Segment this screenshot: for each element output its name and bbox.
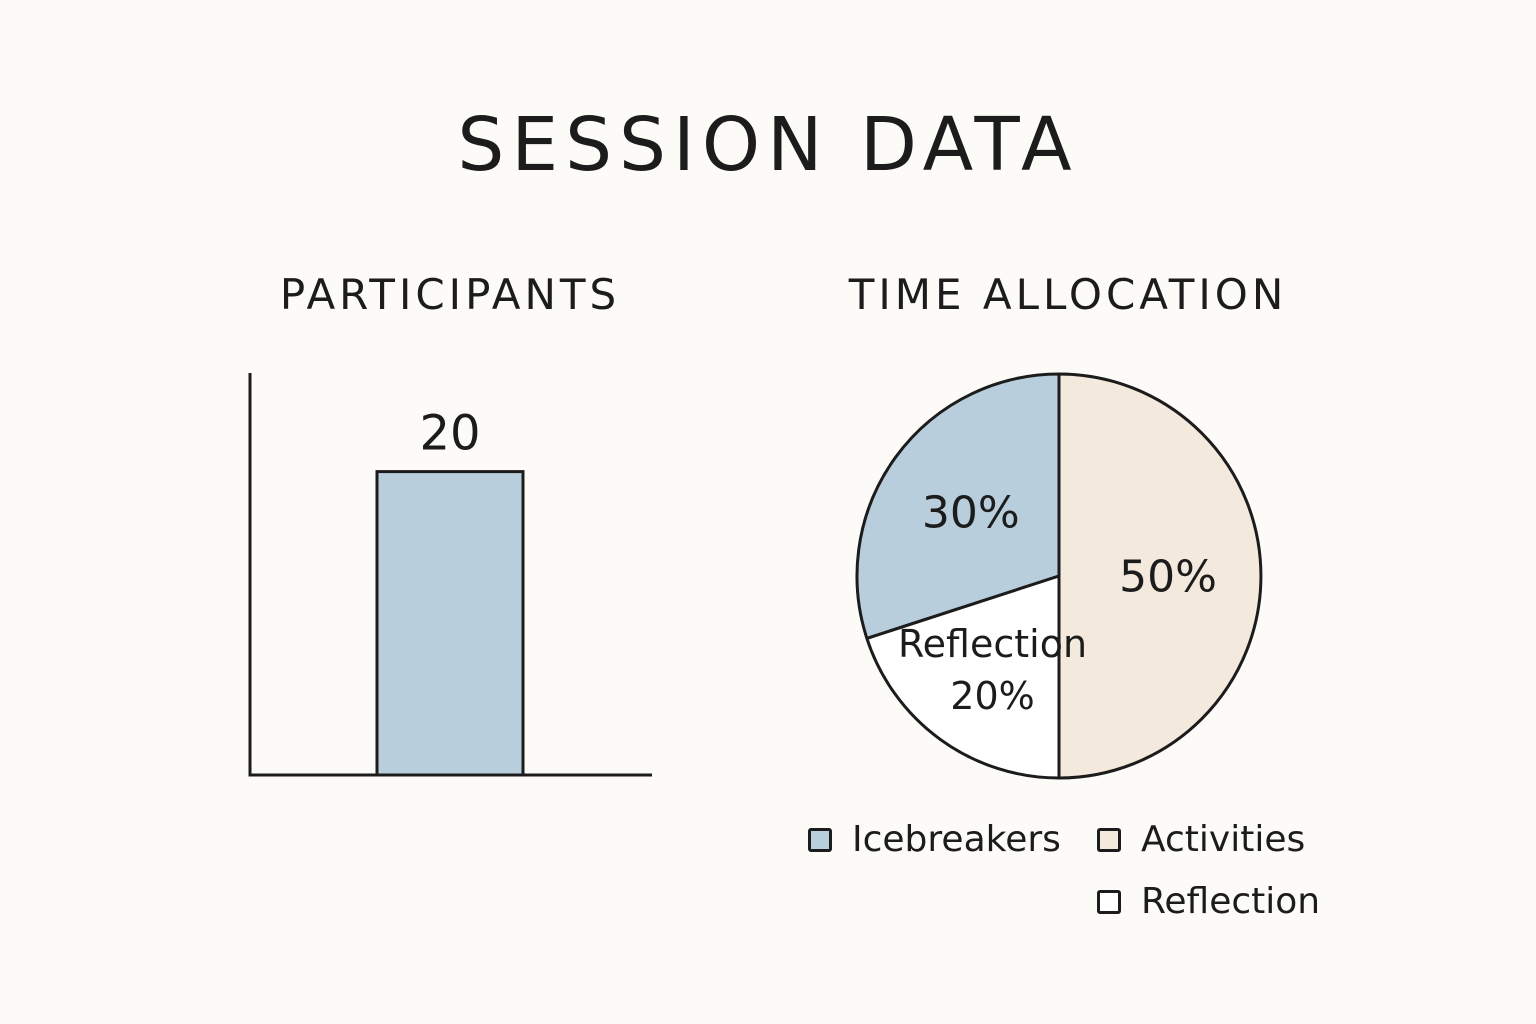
legend-label-reflection: Reflection [1141,881,1321,922]
pie-chart-title: TIME ALLOCATION [848,270,1288,319]
bar-data-label: 20 [419,406,480,462]
pie-label-icebreakers: 30% [922,487,1020,538]
pie-slice-icebreakers [855,372,1061,640]
pie-chart: 30% 50% Reflection 20% [855,372,1263,780]
legend-label-activities: Activities [1141,819,1306,860]
pie-label-reflection: Reflection 20% [898,622,1087,718]
pie-slice-activities [1057,372,1263,780]
legend-item-icebreakers: Icebreakers [808,822,1061,858]
pie-label-activities: 50% [1119,551,1217,602]
bar [375,470,525,777]
legend-label-icebreakers: Icebreakers [852,819,1061,860]
legend-item-activities: Activities [1097,822,1305,858]
legend-swatch-activities [1097,828,1121,852]
legend-swatch-reflection [1097,890,1121,914]
page-title: SESSION DATA [457,102,1079,188]
pie-slice-reflection [865,574,1061,780]
bar-chart-title: PARTICIPANTS [279,270,621,319]
legend-swatch-icebreakers [808,828,832,852]
bar-chart: 20 [248,373,652,777]
legend-item-reflection: Reflection [1097,884,1320,920]
